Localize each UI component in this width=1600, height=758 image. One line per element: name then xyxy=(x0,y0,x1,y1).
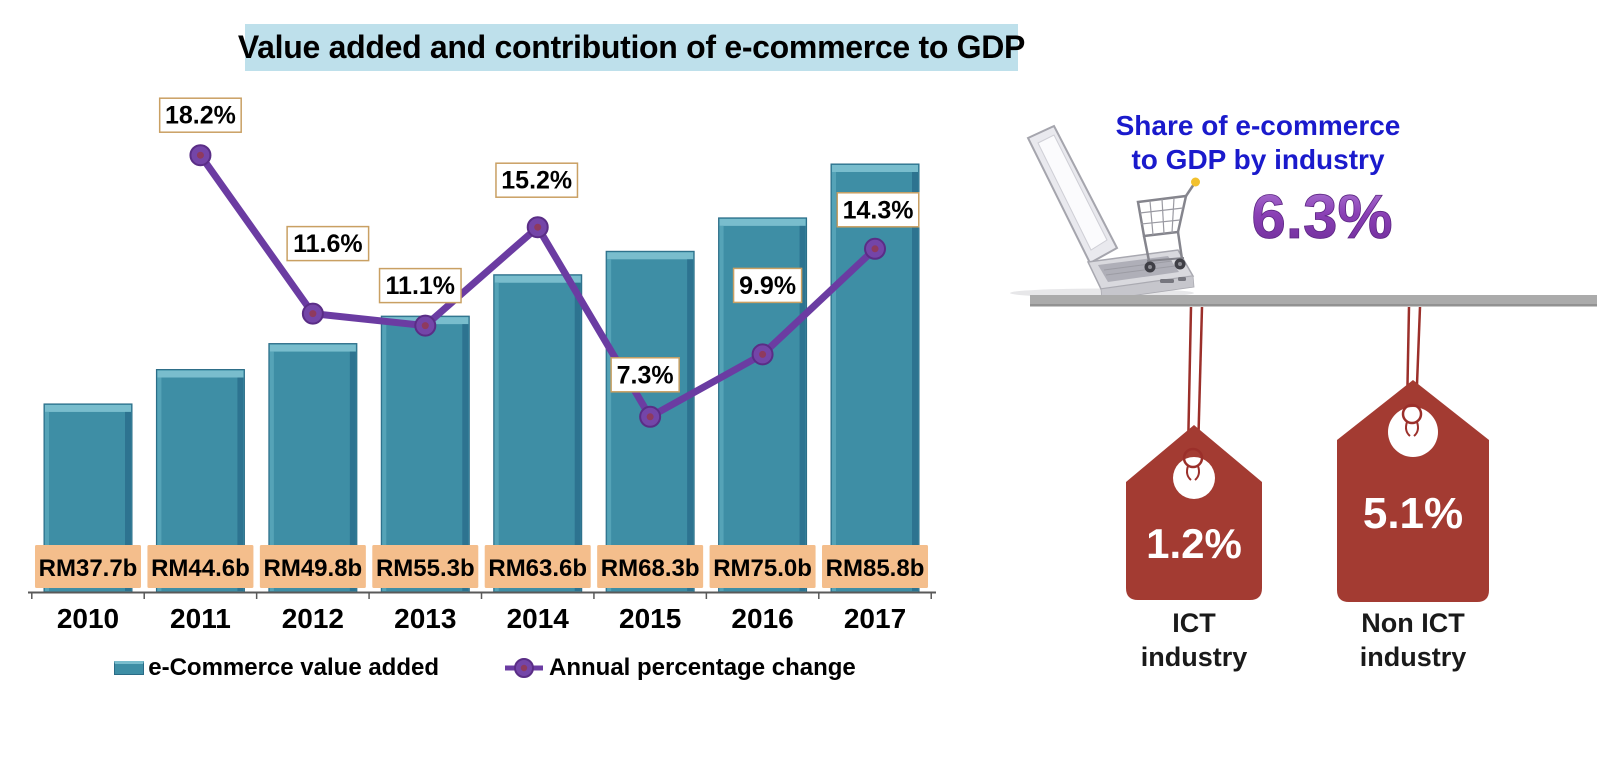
bar-value-label-2012: RM49.8b xyxy=(259,545,366,588)
x-axis-label-2013: 2013 xyxy=(394,603,456,634)
bar-value-label-2017: RM85.8b xyxy=(822,545,929,588)
bar-value-label-2015: RM68.3b xyxy=(597,545,704,588)
gdp-share-value: 6.3% xyxy=(1251,183,1392,252)
x-axis xyxy=(28,591,936,599)
legend-item-bar-series: e-Commerce value added xyxy=(114,654,439,682)
x-axis-label-2016: 2016 xyxy=(731,603,793,634)
shelf-bar xyxy=(1030,295,1597,307)
line-value-text-2014: 15.2% xyxy=(501,167,572,195)
line-series-marker-icon xyxy=(505,658,544,678)
bar-value-text-2012: RM49.8b xyxy=(264,555,363,582)
bar-series-swatch-icon xyxy=(114,661,145,675)
line-point-2011 xyxy=(189,144,212,167)
bar-2014 xyxy=(493,274,583,593)
gdp-share-infographic: Share of e-commerce to GDP by industry 6… xyxy=(1010,110,1597,672)
bar-value-text-2011: RM44.6b xyxy=(151,555,250,582)
x-axis-label-2010: 2010 xyxy=(57,603,119,634)
x-axis-label-2012: 2012 xyxy=(282,603,344,634)
bar-value-label-2014: RM63.6b xyxy=(484,545,591,588)
line-point-2016 xyxy=(751,343,774,366)
bar-value-label-2016: RM75.0b xyxy=(709,545,816,588)
line-value-label-2011: 18.2% xyxy=(158,97,242,133)
bar-value-label-2011: RM44.6b xyxy=(147,545,254,588)
bar-value-text-2016: RM75.0b xyxy=(713,555,812,582)
bar-2017 xyxy=(830,163,920,593)
line-point-2013 xyxy=(414,314,437,337)
line-series-annual-percentage-change xyxy=(189,144,887,428)
tag-non-ict-label-line1: Non ICT xyxy=(1361,608,1465,638)
legend-label-line-series: Annual percentage change xyxy=(549,654,856,681)
tag-ict-label-line2: industry xyxy=(1141,642,1248,672)
x-axis-label-2017: 2017 xyxy=(844,603,906,634)
bar-value-text-2017: RM85.8b xyxy=(826,555,925,582)
right-heading-line1: Share of e-commerce xyxy=(1116,110,1401,141)
x-axis-label-2015: 2015 xyxy=(619,603,681,634)
main-title-banner: Value added and contribution of e-commer… xyxy=(238,24,1025,71)
tag-non-ict-label-line2: industry xyxy=(1360,642,1467,672)
x-axis-label-2014: 2014 xyxy=(507,603,570,634)
x-axis-label-2011: 2011 xyxy=(170,603,231,634)
line-point-2014 xyxy=(526,216,549,239)
ecommerce-value-added-chart: RM37.7b RM44.6b RM49.8b RM55.3b RM63.6b RM68.… xyxy=(28,97,936,634)
bar-value-text-2014: RM63.6b xyxy=(488,555,587,582)
line-value-text-2012: 11.6% xyxy=(293,230,363,258)
line-value-label-2016: 9.9% xyxy=(732,267,803,304)
line-value-label-2015: 7.3% xyxy=(610,357,680,393)
bar-value-text-2010: RM37.7b xyxy=(39,555,138,582)
line-value-label-2017: 14.3% xyxy=(836,192,920,228)
line-point-2017 xyxy=(864,237,887,260)
legend-label-bar-series: e-Commerce value added xyxy=(148,654,440,681)
line-value-label-2014: 15.2% xyxy=(495,162,579,198)
line-value-text-2016: 9.9% xyxy=(739,272,796,300)
tag-non-ict-value: 5.1% xyxy=(1363,489,1463,538)
line-value-label-2013: 11.1% xyxy=(378,267,462,304)
line-value-text-2015: 7.3% xyxy=(617,361,674,389)
tag-ict-label-line1: ICT xyxy=(1172,608,1216,638)
line-value-text-2011: 18.2% xyxy=(165,102,236,130)
line-point-2012 xyxy=(301,302,324,325)
tag-ict-industry: 1.2% ICT industry xyxy=(1126,306,1262,672)
laptop-cart-illustration xyxy=(1010,124,1200,301)
right-heading-line2: to GDP by industry xyxy=(1131,144,1384,175)
line-point-2015 xyxy=(639,405,662,428)
bar-value-label-2013: RM55.3b xyxy=(372,545,479,588)
chart-legend: e-Commerce value added Annual percentage… xyxy=(10,648,960,688)
line-value-text-2013: 11.1% xyxy=(386,272,456,300)
line-value-label-2012: 11.6% xyxy=(286,225,370,262)
tag-ict-value: 1.2% xyxy=(1146,520,1242,567)
bar-value-label-2010: RM37.7b xyxy=(35,545,141,588)
line-value-text-2017: 14.3% xyxy=(843,196,914,224)
tag-non-ict-industry: 5.1% Non ICT industry xyxy=(1337,306,1489,672)
page-title: Value added and contribution of e-commer… xyxy=(237,29,1026,65)
shopping-cart-icon xyxy=(1136,177,1200,273)
legend-item-line-series: Annual percentage change xyxy=(503,654,856,682)
bar-value-text-2015: RM68.3b xyxy=(601,555,700,582)
bar-value-text-2013: RM55.3b xyxy=(376,555,475,582)
